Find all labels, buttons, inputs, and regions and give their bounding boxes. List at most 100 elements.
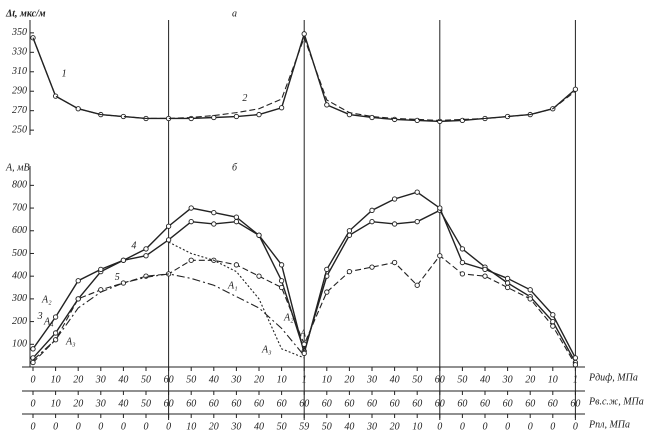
x-tick-label: 30: [230, 374, 241, 385]
y-tick-label: 500: [12, 248, 27, 259]
x-tick-label: 20: [209, 421, 219, 432]
x-tick-label: 0: [460, 421, 465, 432]
x-tick-label: 50: [322, 421, 332, 432]
annotation: A₂: [41, 294, 52, 305]
point: [143, 253, 149, 259]
point: [391, 196, 398, 202]
x-tick-label: 60: [299, 398, 309, 409]
x-tick-label: 60: [164, 374, 174, 385]
x-tick-label: 0: [550, 421, 555, 432]
x-tick-label: 10: [51, 398, 61, 409]
x-tick-label: 60: [548, 398, 558, 409]
x-tick-label: 20: [254, 374, 264, 385]
x-tick-label: 60: [367, 398, 377, 409]
point: [346, 228, 353, 234]
point: [482, 273, 488, 279]
x-tick-label: 60: [344, 398, 354, 409]
x-tick-label: 0: [437, 421, 442, 432]
x-tick-label: 0: [53, 421, 58, 432]
x-tick-label: 30: [95, 398, 106, 409]
series-line: [168, 241, 305, 359]
x-tick-label: 40: [390, 374, 400, 385]
x-row-label: Pпл, МПа: [588, 419, 630, 430]
y-tick-label: 700: [12, 202, 27, 213]
point: [52, 330, 59, 336]
x-tick-label: 60: [254, 398, 264, 409]
x-tick-label: 0: [76, 421, 81, 432]
point: [233, 262, 240, 268]
point: [324, 289, 330, 295]
x-tick-label: 60: [457, 398, 467, 409]
point: [391, 259, 398, 266]
y-tick-label: 100: [12, 339, 27, 350]
x-tick-label: 10: [322, 374, 332, 385]
point: [75, 278, 81, 284]
point: [391, 221, 398, 227]
point: [301, 31, 307, 37]
point: [30, 346, 36, 352]
x-tick-label: 20: [344, 374, 354, 385]
point: [324, 102, 330, 108]
x-tick-label: 1: [573, 374, 578, 385]
x-tick-label: 50: [412, 374, 422, 385]
y-tick-label: 310: [11, 66, 27, 77]
series-label: 2: [242, 93, 247, 104]
x-tick-label: 50: [457, 374, 467, 385]
x-row-label: Pдиф, МПа: [588, 372, 638, 383]
x-tick-label: 60: [186, 398, 196, 409]
annotation: A₂: [283, 312, 294, 323]
annotation: A₃: [261, 344, 272, 355]
x-tick-label: 0: [483, 421, 488, 432]
x-tick-label: 20: [73, 374, 83, 385]
point: [346, 268, 353, 275]
panel-a-title: а: [232, 8, 237, 19]
x-tick-label: 10: [277, 374, 287, 385]
x-tick-label: 30: [502, 374, 513, 385]
point: [459, 246, 466, 252]
point: [165, 223, 172, 229]
x-tick-label: 50: [277, 421, 287, 432]
x-tick-label: 40: [118, 398, 128, 409]
x-tick-label: 60: [164, 398, 174, 409]
x-tick-label: 20: [73, 398, 83, 409]
point: [143, 246, 149, 252]
x-tick-label: 0: [98, 421, 103, 432]
point: [52, 93, 59, 99]
x-tick-label: 0: [144, 421, 149, 432]
x-tick-label: 0: [573, 421, 578, 432]
point: [527, 287, 533, 293]
point: [188, 205, 194, 211]
x-tick-label: 10: [548, 374, 558, 385]
x-tick-label: 60: [209, 398, 219, 409]
point: [459, 259, 466, 266]
series-line: [32, 273, 305, 361]
point: [188, 257, 194, 263]
series-label: 1: [62, 68, 67, 79]
point: [369, 219, 375, 225]
y-tick-label: 250: [12, 124, 27, 135]
x-row-label: Pв.с.ж, МПа: [588, 396, 644, 407]
annotation: A₄: [43, 316, 54, 327]
x-tick-label: 50: [186, 374, 196, 385]
point: [120, 280, 127, 286]
y-tick-label: 200: [12, 316, 27, 327]
x-tick-label: 10: [51, 374, 61, 385]
point: [482, 266, 488, 273]
point: [165, 237, 172, 243]
point: [233, 113, 240, 120]
point: [75, 296, 81, 302]
point: [278, 105, 285, 111]
point: [550, 318, 556, 325]
x-tick-label: 60: [412, 398, 422, 409]
point: [233, 219, 240, 225]
point: [256, 273, 262, 279]
point: [324, 266, 330, 273]
x-tick-label: 30: [366, 374, 377, 385]
point: [437, 205, 443, 211]
x-tick-label: 60: [231, 398, 241, 409]
panel-b-ylabel: A, мВ: [5, 162, 30, 173]
series-line: [32, 36, 576, 121]
point: [572, 86, 579, 92]
y-tick-label: 300: [11, 293, 27, 304]
point: [550, 323, 556, 329]
